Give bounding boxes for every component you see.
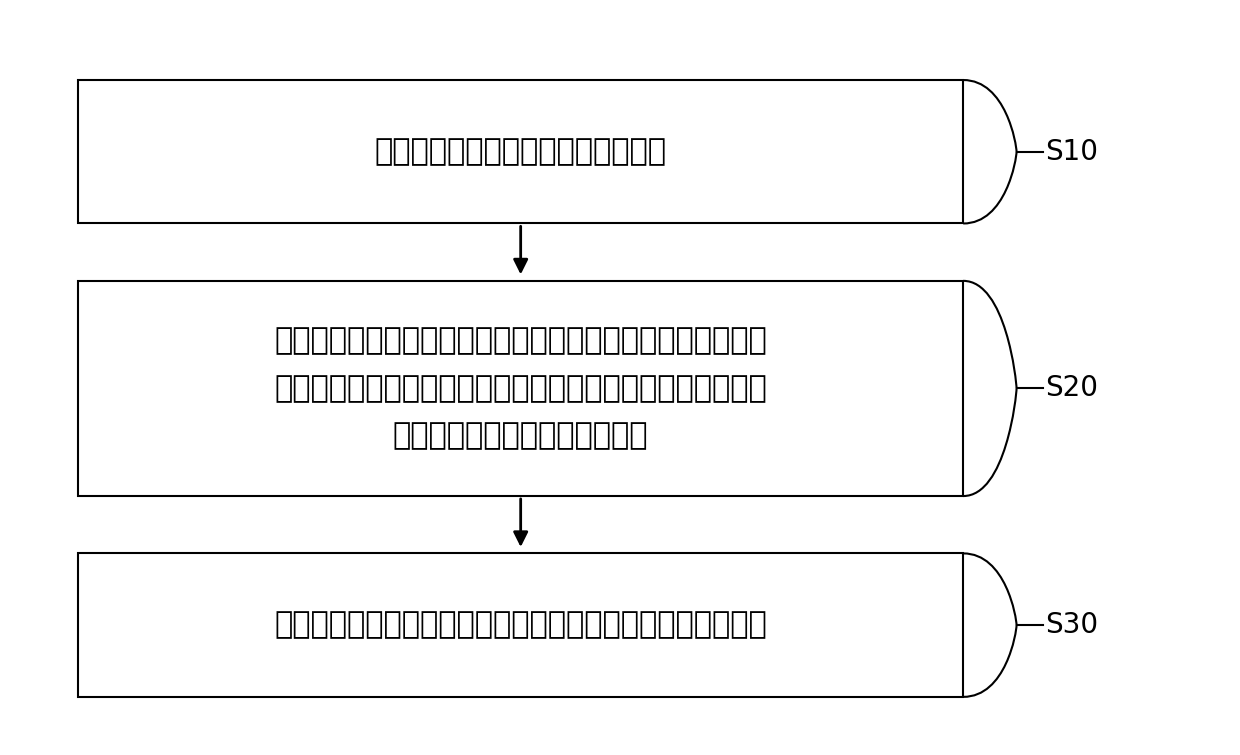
FancyBboxPatch shape bbox=[78, 553, 963, 697]
Text: 根据预设的工作区与速度环带宽的对应关系，确定所述永磁同
步电机当前运行的工作区对应的当前速度环带宽，其中，不同
的工作区对应不同的速度环带宽: 根据预设的工作区与速度环带宽的对应关系，确定所述永磁同 步电机当前运行的工作区对… bbox=[274, 327, 768, 450]
Text: S20: S20 bbox=[1045, 374, 1099, 402]
Text: 将所述永磁同步电机的速度环带宽设置为所述当前速度环带宽: 将所述永磁同步电机的速度环带宽设置为所述当前速度环带宽 bbox=[274, 611, 768, 639]
Text: 确定永磁同步电机当前运行的工作区: 确定永磁同步电机当前运行的工作区 bbox=[374, 137, 667, 166]
FancyBboxPatch shape bbox=[78, 80, 963, 223]
Text: S10: S10 bbox=[1045, 137, 1099, 166]
FancyBboxPatch shape bbox=[78, 281, 963, 496]
Text: S30: S30 bbox=[1045, 611, 1099, 639]
